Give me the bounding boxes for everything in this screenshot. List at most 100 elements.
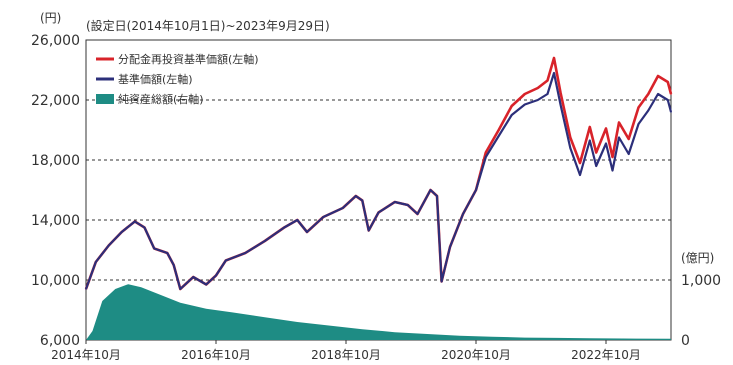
reinvested-nav-point — [667, 81, 669, 83]
left-tick-label: 10,000 — [31, 273, 80, 289]
reinvested-nav-point — [627, 138, 630, 140]
nav-point — [244, 252, 247, 254]
reinvested-nav-point — [657, 75, 659, 77]
nav-point — [524, 103, 526, 106]
nav-point — [510, 114, 513, 116]
nav-point — [120, 231, 123, 233]
x-tick-label: 2020年10月 — [441, 348, 511, 362]
reinvested-nav-point — [524, 93, 526, 95]
legend-label-net-assets: 純資産総額(右軸) — [118, 92, 204, 106]
nav-point — [569, 147, 572, 149]
left-tick-label: 18,000 — [31, 153, 80, 169]
nav-point — [670, 111, 672, 113]
nav-point — [306, 231, 308, 233]
x-tick-label: 2016年10月 — [181, 348, 251, 362]
nav-point — [342, 207, 344, 209]
nav-point — [647, 109, 650, 112]
reinvested-nav-point — [605, 127, 607, 130]
net-assets-area — [86, 284, 671, 340]
nav-point — [475, 189, 477, 191]
reinvested-nav-point — [589, 126, 591, 128]
x-tick-label: 2022年10月 — [571, 348, 641, 362]
nav-point — [462, 213, 464, 215]
right-tick-label: 1,000 — [681, 273, 721, 289]
reinvested-nav-point — [618, 121, 620, 124]
net-assets-area-layer — [86, 284, 671, 340]
reinvested-nav-point — [497, 129, 500, 131]
right-tick-label: 0 — [681, 333, 690, 349]
nav-point — [166, 252, 169, 254]
nav-point — [627, 153, 630, 155]
reinvested-nav-point — [485, 151, 487, 154]
nav-point — [667, 99, 669, 101]
right-axis-ticks: 0 1,000 — [681, 273, 721, 349]
nav-point — [355, 195, 357, 197]
reinvested-nav-point — [510, 105, 513, 107]
reinvested-nav-point — [637, 106, 640, 109]
reinvested-nav-point — [670, 93, 672, 95]
nav-point — [322, 216, 325, 218]
reinvested-nav-point — [546, 79, 549, 82]
nav-point — [605, 142, 607, 145]
right-axis-unit: (億円) — [681, 251, 714, 265]
nav-point — [394, 201, 396, 203]
nav-point — [172, 264, 175, 266]
plot-area — [85, 39, 672, 341]
legend-label-nav: 基準価額(左軸) — [118, 72, 193, 86]
nav-point — [637, 123, 640, 125]
nav-point — [440, 280, 443, 283]
reinvested-nav-point — [553, 57, 555, 59]
nav-point — [107, 244, 110, 247]
nav-point — [367, 229, 370, 232]
reinvested-nav-point — [647, 93, 650, 95]
left-tick-label: 22,000 — [31, 93, 80, 109]
left-axis-unit: (円) — [40, 11, 61, 25]
nav-point — [361, 199, 364, 202]
reinvested-nav-point — [537, 87, 539, 89]
nav-point — [95, 261, 97, 263]
nav-point — [205, 283, 207, 286]
nav-point — [192, 276, 195, 278]
x-tick-label: 2014年10月 — [51, 348, 121, 362]
nav-point — [143, 226, 146, 229]
price-lines-layer — [84, 56, 673, 291]
nav-point — [85, 288, 87, 290]
nav-point — [553, 72, 555, 74]
nav-point — [225, 259, 227, 262]
nav-point — [283, 226, 286, 229]
legend: 分配金再投資基準価額(左軸) 基準価額(左軸) 純資産総額(右軸) — [96, 52, 259, 106]
nav-point — [179, 288, 182, 290]
nav-point — [296, 219, 299, 221]
nav-point — [416, 213, 419, 215]
nav-point — [595, 165, 597, 167]
nav-point — [436, 195, 438, 197]
nav-point — [264, 240, 266, 242]
left-tick-label: 26,000 — [31, 33, 80, 49]
nav-point — [485, 156, 487, 158]
reinvested-nav-point — [595, 151, 597, 154]
nav-point — [579, 174, 581, 176]
nav-point — [657, 93, 659, 95]
nav-point — [429, 189, 432, 191]
nav-point — [377, 211, 380, 214]
left-axis-ticks: 6,000 10,000 14,000 18,000 22,000 26,000 — [31, 33, 80, 349]
nav-point — [215, 274, 217, 277]
nav-point — [537, 99, 539, 101]
nav-point — [559, 103, 562, 106]
nav-point — [611, 169, 614, 172]
nav-point — [589, 139, 591, 142]
reinvested-nav-point — [559, 91, 562, 94]
nav-point — [546, 93, 549, 95]
legend-label-reinvested: 分配金再投資基準価額(左軸) — [118, 52, 259, 66]
nav-point — [497, 135, 500, 137]
left-tick-label: 14,000 — [31, 213, 80, 229]
nav-point — [153, 247, 155, 250]
nav-point — [134, 220, 136, 223]
chart-subtitle: (設定日(2014年10月1日)~2023年9月29日) — [86, 18, 330, 33]
reinvested-nav-point — [579, 162, 581, 164]
x-axis-ticks: 2014年10月 2016年10月 2018年10月 2020年10月 2022年10月 — [51, 340, 641, 362]
nav-point — [618, 136, 620, 139]
nav-point — [407, 204, 409, 206]
nav-point — [449, 246, 451, 248]
